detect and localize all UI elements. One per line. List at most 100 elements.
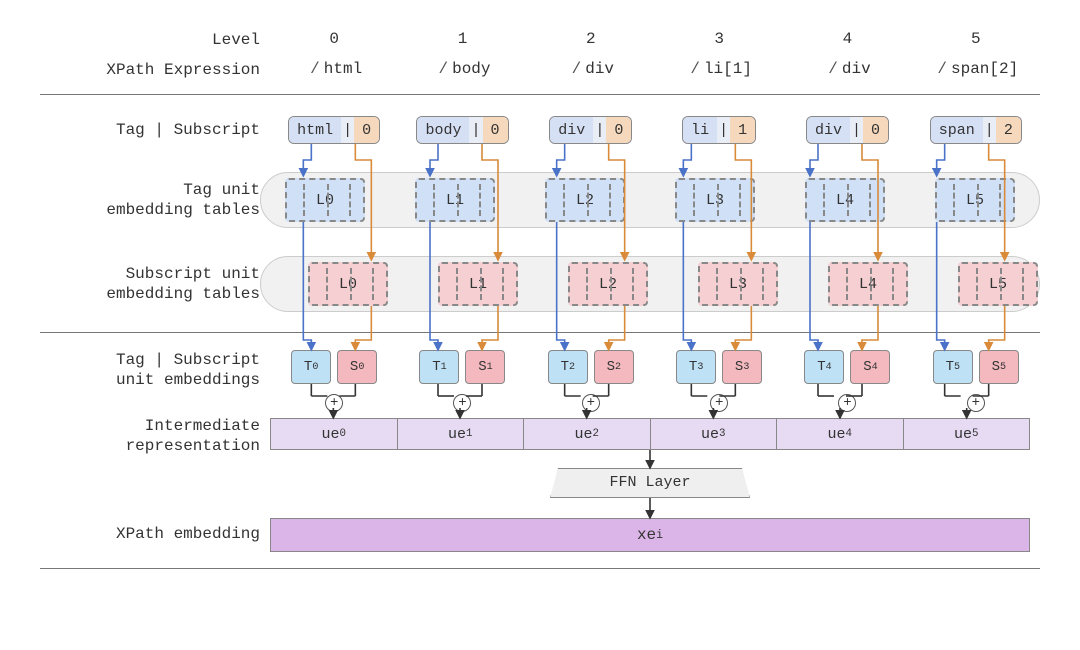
label-xpath-embedding: XPath embedding — [40, 524, 260, 544]
sub-5: 2 — [996, 117, 1021, 143]
t-3: T3 — [676, 350, 716, 384]
tag-embed-0: L0 — [285, 178, 365, 222]
sep-5: | — [983, 117, 996, 143]
level-values: 0 1 2 3 4 5 — [270, 30, 1040, 48]
plus-1: + — [453, 394, 471, 412]
tag-3: li — [683, 117, 717, 143]
s-4: S4 — [850, 350, 890, 384]
tag-1: body — [417, 117, 469, 143]
label-xpath: XPath Expression — [40, 60, 260, 80]
t-5: T5 — [933, 350, 973, 384]
s-3: S3 — [722, 350, 762, 384]
level-0: 0 — [270, 30, 398, 48]
xpath-2: /div — [527, 60, 655, 78]
plus-5: + — [967, 394, 985, 412]
ue-5: ue5 — [904, 419, 1030, 449]
xpath-seg-0: html — [324, 60, 362, 78]
sub-embed-0: L0 — [308, 262, 388, 306]
plus-0: + — [325, 394, 343, 412]
s-1: S1 — [465, 350, 505, 384]
tag-embed-3: L3 — [675, 178, 755, 222]
tag-embed-2: L2 — [545, 178, 625, 222]
sub-embed-label-0: L0 — [339, 276, 357, 293]
level-4: 4 — [783, 30, 911, 48]
level-1: 1 — [398, 30, 526, 48]
sub-embed-3: L3 — [698, 262, 778, 306]
ue-0: ue0 — [271, 419, 398, 449]
ue-4: ue4 — [777, 419, 904, 449]
tag-embed-label-3: L3 — [706, 192, 724, 209]
sep-2: | — [593, 117, 606, 143]
ts-pair-4: T4S4 — [804, 350, 890, 384]
tag-embed-boxes: L0 L1 L2 L3 L4 L5 — [260, 172, 1040, 222]
sep-0: | — [341, 117, 354, 143]
sub-embed-label-4: L4 — [859, 276, 877, 293]
tag-4: div — [807, 117, 850, 143]
ue-1: ue1 — [398, 419, 525, 449]
sub-embed-label-3: L3 — [729, 276, 747, 293]
t-4: T4 — [804, 350, 844, 384]
label-tagsub: Tag | Subscript — [40, 120, 260, 140]
tag-embed-4: L4 — [805, 178, 885, 222]
ts-pair-0: T0S0 — [291, 350, 377, 384]
plus-3: + — [710, 394, 728, 412]
tag-embed-5: L5 — [935, 178, 1015, 222]
xpath-seg-2: div — [585, 60, 614, 78]
sub-embed-5: L5 — [958, 262, 1038, 306]
label-intermediate: Intermediate representation — [40, 416, 260, 456]
sub-embed-label-5: L5 — [989, 276, 1007, 293]
label-ts: Tag | Subscript unit embeddings — [40, 350, 260, 390]
plus-ops: + + + + + + — [270, 390, 1040, 412]
label-sub-tables: Subscript unit embedding tables — [40, 264, 260, 304]
divider-3 — [40, 568, 1040, 569]
xpath-seg-3: li[1] — [704, 60, 752, 78]
level-5: 5 — [912, 30, 1040, 48]
s-2: S2 — [594, 350, 634, 384]
sub-2: 0 — [606, 117, 631, 143]
tag-embed-label-0: L0 — [316, 192, 334, 209]
s-5: S5 — [979, 350, 1019, 384]
xpath-4: /div — [783, 60, 911, 78]
xpath-seg-5: span[2] — [951, 60, 1018, 78]
plus-4: + — [838, 394, 856, 412]
xpath-values: /html /body /div /li[1] /div /span[2] — [270, 60, 1040, 78]
t-2: T2 — [548, 350, 588, 384]
level-3: 3 — [655, 30, 783, 48]
sub-embed-label-2: L2 — [599, 276, 617, 293]
tagsub-2: div|0 — [549, 116, 632, 144]
sub-embed-boxes: L0 L1 L2 L3 L4 L5 — [260, 256, 1040, 306]
t-0: T0 — [291, 350, 331, 384]
xpath-3: /li[1] — [655, 60, 783, 78]
ffn-layer: FFN Layer — [550, 468, 750, 498]
sub-embed-2: L2 — [568, 262, 648, 306]
ts-boxes: T0S0 T1S1 T2S2 T3S3 T4S4 T5S5 — [270, 350, 1040, 384]
ts-pair-3: T3S3 — [676, 350, 762, 384]
tag-embed-label-5: L5 — [966, 192, 984, 209]
xpath-seg-4: div — [842, 60, 871, 78]
sep-1: | — [469, 117, 482, 143]
xpath-0: /html — [270, 60, 398, 78]
xe-token: xe — [637, 526, 656, 544]
ue-cells: ue0 ue1 ue2 ue3 ue4 ue5 — [270, 418, 1030, 450]
xpath-seg-1: body — [452, 60, 490, 78]
tag-embed-label-2: L2 — [576, 192, 594, 209]
xe-bar: xei — [270, 518, 1030, 552]
sub-embed-label-1: L1 — [469, 276, 487, 293]
sub-embed-1: L1 — [438, 262, 518, 306]
ts-pair-5: T5S5 — [933, 350, 1019, 384]
sep-3: | — [717, 117, 730, 143]
t-1: T1 — [419, 350, 459, 384]
label-level: Level — [40, 30, 260, 50]
xe-token-sub: i — [656, 529, 663, 542]
tag-5: span — [931, 117, 983, 143]
tag-embed-label-1: L1 — [446, 192, 464, 209]
divider-2 — [40, 332, 1040, 333]
xpath-1: /body — [398, 60, 526, 78]
xpath-embedding-diagram: Level 0 1 2 3 4 5 XPath Expression /html… — [40, 20, 1040, 630]
tag-2: div — [550, 117, 593, 143]
s-0: S0 — [337, 350, 377, 384]
tag-0: html — [289, 117, 341, 143]
ue-3: ue3 — [651, 419, 778, 449]
tagsub-0: html|0 — [288, 116, 380, 144]
label-tag-tables: Tag unit embedding tables — [40, 180, 260, 220]
